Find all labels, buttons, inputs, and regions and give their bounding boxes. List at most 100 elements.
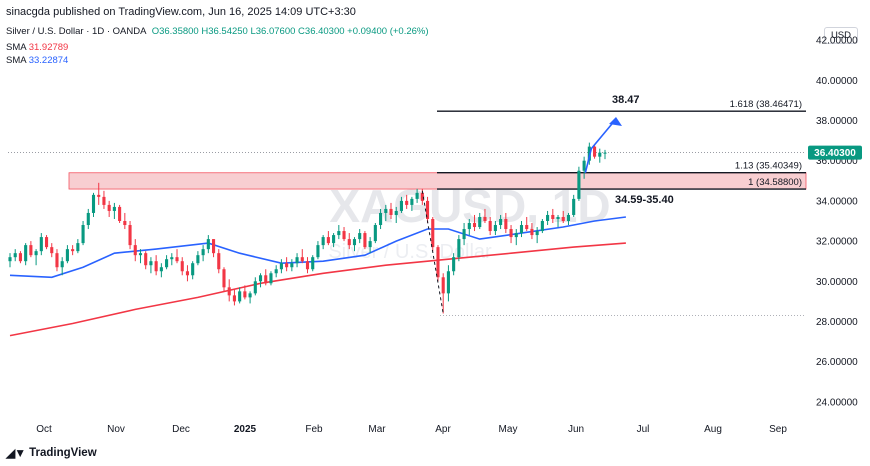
- candle: [196, 251, 200, 266]
- candle: [295, 253, 299, 268]
- symbol-title[interactable]: Silver / U.S. Dollar · 1D · OANDA: [6, 26, 147, 37]
- candle-body: [97, 194, 101, 197]
- candle-body: [65, 249, 69, 262]
- candle: [201, 245, 205, 262]
- x-tick-label: Jul: [637, 424, 650, 435]
- x-tick-label: Apr: [435, 424, 451, 435]
- candle-body: [112, 206, 116, 211]
- sma-legend-slow[interactable]: SMA 31.92789: [6, 42, 68, 53]
- candle-body: [102, 196, 106, 205]
- fib-level-label: 1 (34.58800): [748, 177, 802, 188]
- candle-body: [18, 253, 22, 262]
- candle-body: [55, 253, 59, 268]
- candle-body: [509, 229, 513, 238]
- target-label: 38.47: [612, 94, 640, 106]
- candle-body: [138, 253, 143, 256]
- currency-button[interactable]: USD: [823, 27, 858, 44]
- candle-body: [201, 249, 205, 256]
- tradingview-brand[interactable]: ◢▼ TradingView: [6, 446, 97, 460]
- candle-body: [352, 239, 357, 246]
- candle: [123, 212, 127, 230]
- candle: [71, 245, 75, 256]
- candle: [410, 196, 414, 211]
- candle: [499, 214, 503, 230]
- candle: [431, 216, 435, 252]
- candle-body: [462, 229, 466, 240]
- candle: [389, 202, 393, 219]
- projection-arrow: [584, 118, 617, 173]
- candle-body: [264, 275, 268, 284]
- candle: [55, 249, 59, 272]
- fib-level-label: 1.13 (35.40349): [735, 161, 802, 172]
- candle: [243, 285, 247, 300]
- sma-value: 31.92789: [28, 42, 69, 53]
- candle-body: [457, 239, 461, 258]
- candle-body: [410, 198, 414, 205]
- candle: [128, 221, 132, 250]
- candle-body: [258, 275, 263, 282]
- sma-fast-line: [9, 216, 627, 279]
- candle: [525, 216, 529, 232]
- candle-body: [514, 233, 518, 238]
- candle: [478, 212, 482, 230]
- candle-body: [8, 257, 12, 262]
- candle-body: [232, 295, 236, 302]
- candle: [253, 277, 257, 296]
- candle: [556, 214, 560, 228]
- candle: [358, 229, 362, 244]
- candle-body: [29, 245, 33, 256]
- candle: [603, 149, 607, 160]
- candle-body: [71, 249, 75, 252]
- sma-value: 33.22874: [28, 55, 69, 66]
- candle-body: [415, 192, 419, 199]
- candle: [582, 156, 586, 179]
- x-tick-label: Aug: [704, 424, 722, 435]
- candle-body: [342, 231, 346, 240]
- candle: [44, 235, 49, 250]
- candle: [8, 253, 12, 268]
- sma-label: SMA: [6, 42, 27, 53]
- candle: [551, 208, 555, 224]
- candle-body: [39, 237, 43, 252]
- candle: [394, 206, 398, 224]
- candle-body: [13, 253, 17, 258]
- candle: [483, 208, 487, 224]
- candle-body: [603, 152, 607, 154]
- candle: [269, 271, 273, 286]
- candle: [399, 196, 403, 213]
- candle-body: [593, 146, 597, 157]
- candle-body: [478, 216, 482, 228]
- candle: [185, 265, 190, 282]
- x-tick-label: 2025: [234, 424, 257, 435]
- candle: [91, 192, 96, 217]
- candle-body: [499, 218, 503, 226]
- open-value: O36.35800: [151, 26, 199, 37]
- candle: [593, 144, 597, 159]
- candle: [175, 249, 179, 264]
- candle: [138, 249, 143, 264]
- candle: [144, 251, 148, 270]
- candle-body: [467, 223, 471, 230]
- candle-body: [535, 231, 539, 236]
- y-tick-label: 36.00000: [816, 156, 858, 167]
- candle-body: [472, 223, 477, 228]
- y-tick-label: 24.00000: [816, 397, 858, 408]
- candle: [13, 249, 17, 262]
- candle-body: [118, 206, 122, 221]
- candle-body: [91, 194, 96, 213]
- sma-legend-fast[interactable]: SMA 33.22874: [6, 55, 68, 66]
- candle-body: [431, 218, 435, 248]
- candle-body: [227, 287, 231, 296]
- candle-body: [165, 259, 169, 268]
- candle-body: [436, 247, 440, 278]
- candle: [300, 249, 304, 264]
- candle-body: [572, 198, 576, 215]
- candle: [493, 221, 497, 236]
- candle: [279, 259, 283, 274]
- x-tick-label: Dec: [172, 424, 190, 435]
- candle-body: [185, 271, 190, 276]
- candle-body: [540, 221, 544, 232]
- candle-body: [326, 237, 330, 244]
- candle-body: [238, 291, 242, 302]
